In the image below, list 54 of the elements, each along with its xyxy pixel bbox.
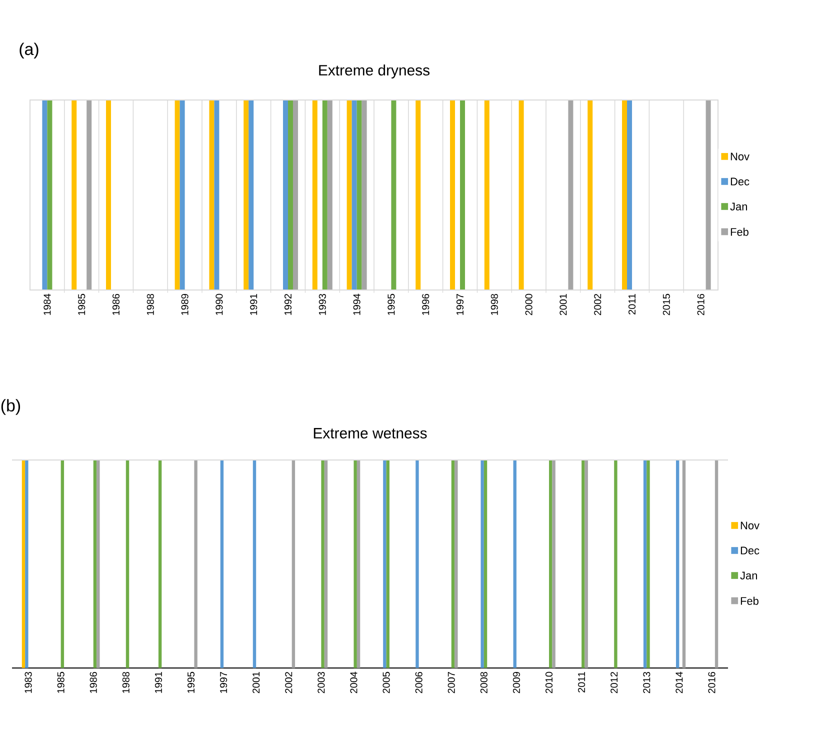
x-tick-label: 1986: [112, 294, 120, 315]
x-tick-label: 1996: [422, 294, 430, 315]
x-tick-label: 2003: [318, 672, 325, 694]
x-tick-label: 1984: [44, 294, 51, 315]
legend-label: Nov: [740, 522, 760, 530]
x-tick-label: 2016: [708, 672, 716, 694]
x-tick-label: 2016: [697, 294, 704, 316]
x-tick-label: 2000: [525, 294, 532, 316]
x-tick-label: 2005: [382, 672, 390, 694]
x-tick-label: 2011: [628, 294, 636, 314]
x-tick-label: 1994: [353, 294, 360, 315]
x-tick-label: 1992: [284, 294, 292, 315]
x-tick-label: 1985: [57, 672, 64, 693]
x-tick-label: 2002: [285, 672, 292, 694]
x-tick-label: 1997: [220, 672, 228, 693]
chart-title: Extreme dryness: [319, 64, 430, 78]
legend-label: Feb: [740, 596, 758, 605]
x-tick-label: 2007: [448, 672, 455, 694]
x-tick-label: 1985: [78, 294, 86, 315]
legend-label: Jan: [730, 202, 747, 210]
x-tick-label: 2010: [545, 672, 553, 694]
text: (b): [1, 399, 20, 415]
x-tick-label: 2009: [512, 672, 520, 694]
x-tick-label: 2006: [415, 672, 422, 694]
x-tick-label: 1986: [90, 672, 97, 693]
x-tick-label: 1991: [154, 672, 162, 693]
x-tick-label: 2015: [662, 294, 670, 316]
x-tick-label: 1989: [181, 294, 188, 315]
x-tick-label: 1991: [250, 294, 258, 315]
x-tick-label: 2004: [350, 672, 358, 694]
x-tick-label: 2011: [578, 672, 586, 692]
x-tick-label: 2002: [594, 294, 602, 316]
x-tick-label: 2014: [676, 672, 683, 694]
x-tick-label: 1995: [187, 672, 195, 693]
x-tick-label: 2001: [560, 294, 567, 316]
x-tick-label: 1988: [146, 294, 154, 315]
legend-label: Dec: [740, 546, 760, 554]
legend-label: Jan: [740, 572, 757, 580]
x-tick-label: 2008: [480, 672, 488, 694]
x-tick-label: 1997: [456, 294, 464, 315]
x-tick-label: 1993: [318, 294, 326, 315]
x-tick-label: 1995: [388, 294, 395, 315]
legend-label: Feb: [730, 228, 748, 236]
chart-title: Extreme wetness: [314, 428, 427, 438]
text: (a): [20, 42, 38, 58]
legend-label: Nov: [730, 152, 750, 160]
x-tick-label: 2012: [610, 672, 618, 694]
x-tick-label: 2001: [252, 672, 260, 694]
legend-label: Dec: [730, 178, 750, 186]
x-tick-label: 1998: [490, 294, 498, 315]
x-tick-label: 1990: [216, 294, 223, 315]
x-tick-label: 2013: [643, 672, 650, 694]
x-tick-label: 1983: [24, 672, 32, 693]
x-tick-label: 1988: [122, 672, 130, 693]
